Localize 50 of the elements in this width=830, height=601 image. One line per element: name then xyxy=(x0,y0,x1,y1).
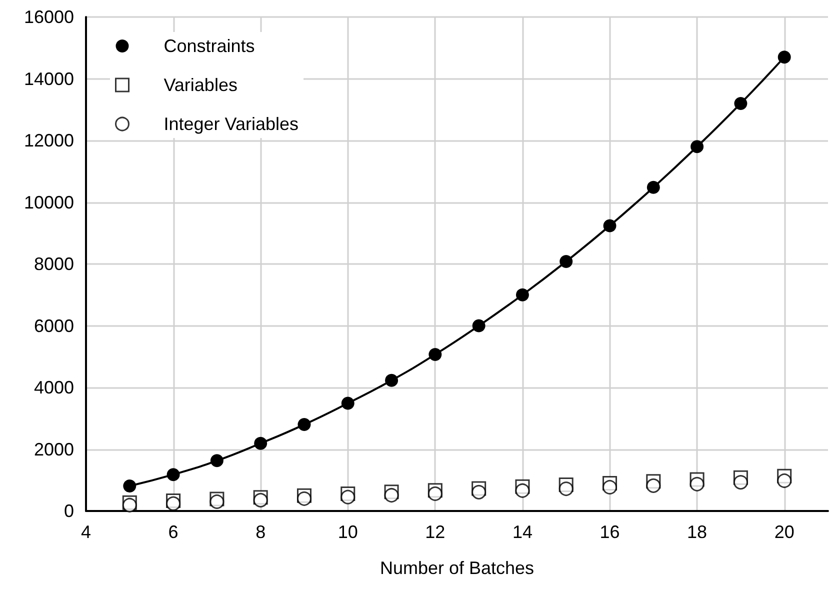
x-tick-label: 16 xyxy=(600,522,620,542)
point xyxy=(777,473,792,488)
point xyxy=(602,480,618,494)
x-tick-label: 18 xyxy=(687,522,708,542)
x-tick-label: 12 xyxy=(425,522,446,542)
point xyxy=(646,478,661,493)
y-tick-label: 10000 xyxy=(24,192,74,212)
point xyxy=(516,288,529,302)
point xyxy=(603,219,616,232)
point xyxy=(558,482,574,496)
point xyxy=(210,454,224,468)
point xyxy=(341,396,354,410)
point xyxy=(560,255,573,268)
point xyxy=(166,468,180,482)
y-tick-label: 16000 xyxy=(24,7,74,27)
point xyxy=(385,374,398,387)
x-axis-title: Number of Batches xyxy=(380,558,534,578)
x-tick-label: 20 xyxy=(774,522,794,542)
legend-label: Integer Variables xyxy=(164,114,298,134)
point xyxy=(123,479,136,492)
y-tick-label: 6000 xyxy=(34,316,74,336)
x-tick-label: 10 xyxy=(338,522,358,542)
x-tick-label: 8 xyxy=(256,522,266,542)
x-tick-label: 4 xyxy=(80,522,92,542)
y-tick-label: 14000 xyxy=(24,68,74,89)
point xyxy=(734,96,748,110)
point xyxy=(472,484,486,500)
point xyxy=(428,348,442,361)
point xyxy=(515,483,530,498)
x-tick-label: 6 xyxy=(168,522,178,542)
point xyxy=(778,50,791,64)
y-tick-label: 2000 xyxy=(34,439,74,460)
point xyxy=(340,490,356,504)
point xyxy=(254,436,268,450)
point xyxy=(384,488,399,502)
y-tick-label: 8000 xyxy=(34,254,74,274)
y-tick-label: 4000 xyxy=(34,378,74,398)
y-tick-label: 12000 xyxy=(24,130,74,150)
point xyxy=(690,476,704,492)
point xyxy=(298,418,311,432)
y-tick-label: 0 xyxy=(64,501,74,521)
legend-label: Variables xyxy=(164,75,238,95)
point xyxy=(472,319,486,332)
point xyxy=(733,475,748,490)
legend-label: Constraints xyxy=(164,36,255,56)
point xyxy=(646,180,660,194)
point xyxy=(297,491,312,506)
x-tick-label: 14 xyxy=(512,522,532,542)
point xyxy=(690,140,704,154)
point xyxy=(428,486,442,501)
